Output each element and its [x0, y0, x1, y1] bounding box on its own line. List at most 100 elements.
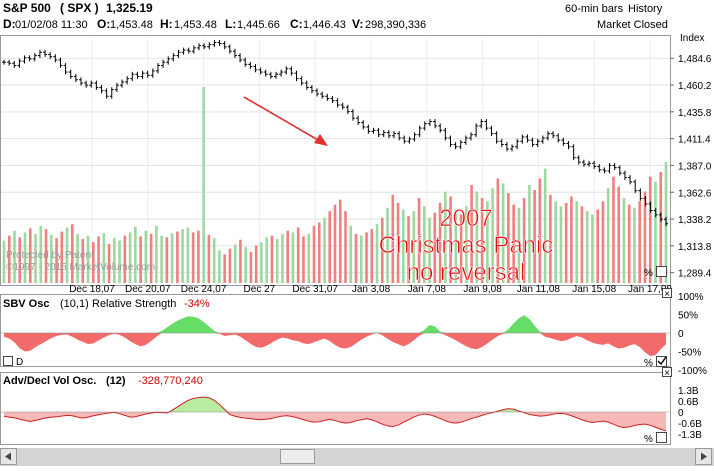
volume-bar	[275, 238, 279, 283]
price-tick-label: 1,411.4	[678, 135, 711, 146]
volume-bar	[181, 229, 184, 283]
price-bar	[607, 163, 612, 174]
symbol-name: S&P 500	[3, 1, 51, 15]
volume-bar	[149, 234, 153, 283]
price-bar	[284, 66, 289, 75]
price-bar	[474, 123, 479, 138]
price-tick-label: 1,362.6	[678, 188, 712, 199]
volume-bar	[92, 242, 95, 283]
price-bar	[417, 125, 422, 138]
advdecl-close-button[interactable]: ×	[662, 367, 672, 380]
sbv-positive-area	[4, 315, 666, 333]
advdecl-panel-frame	[0, 372, 671, 445]
price-tick-label: 1,387.0	[678, 161, 712, 172]
horizontal-scrollbar[interactable]	[0, 448, 714, 466]
volume-bar	[454, 209, 458, 283]
volume-bar	[564, 202, 568, 283]
volume-bar	[317, 222, 321, 283]
volume-bar	[18, 237, 22, 283]
price-bar	[581, 159, 586, 167]
volume-bar	[160, 235, 163, 283]
time-tick-label: Jan 11,08	[517, 284, 561, 295]
price-bar	[499, 138, 504, 147]
price-bar	[238, 53, 243, 63]
volume-bar	[570, 196, 573, 283]
price-tick-label: 1,338.2	[678, 215, 712, 226]
open-value: 1,453.48	[110, 19, 153, 31]
last-price: 1,325.19	[106, 1, 153, 15]
sbv-tick-label: 0	[678, 329, 684, 340]
sbv-percent-checkbox[interactable]	[656, 356, 667, 367]
scrollbar-track[interactable]	[0, 448, 714, 466]
price-bar	[520, 134, 525, 144]
advdecl-percent-checkbox[interactable]	[656, 432, 667, 443]
price-bar	[145, 70, 150, 78]
price-bar	[309, 85, 314, 94]
volume-bar	[428, 217, 431, 283]
volume-bar	[212, 238, 216, 283]
volume-bar	[139, 236, 142, 283]
open-label: O:	[97, 17, 110, 31]
advdecl-title: Adv/Decl Vol Osc.	[3, 375, 96, 387]
volume-bar	[323, 217, 326, 283]
price-bar	[315, 88, 320, 97]
price-bar	[653, 208, 658, 218]
sbv-close-box[interactable]	[662, 288, 672, 298]
volume-bar	[543, 168, 547, 283]
sbv-axis: 100% 50% 0 -50% -100%	[678, 292, 707, 377]
advdecl-close-box[interactable]	[662, 367, 672, 377]
sbv-params: (10,1)	[60, 298, 89, 310]
sbv-d-checkbox[interactable]	[3, 356, 13, 366]
volume-bar	[13, 230, 16, 283]
low-value: 1,445.66	[237, 19, 280, 31]
price-bar	[433, 119, 438, 129]
scrollbar-thumb[interactable]	[280, 449, 315, 464]
price-tick-label: 1,460.2	[678, 81, 712, 92]
price-bar	[299, 76, 304, 86]
volume-bar	[107, 243, 111, 283]
volume-bar	[76, 234, 79, 283]
price-bar	[453, 142, 458, 150]
price-bar	[150, 68, 155, 78]
volume-bar	[49, 234, 53, 283]
sbv-close-button[interactable]: ×	[662, 288, 672, 301]
volume-bar	[155, 225, 158, 283]
price-bar	[84, 80, 89, 88]
price-bar	[587, 160, 592, 167]
bar-interval[interactable]: 60-min bars	[565, 3, 624, 15]
price-bar	[32, 53, 37, 62]
volume-bar	[134, 226, 137, 283]
volume-bar	[596, 209, 599, 283]
volume-bar	[533, 189, 536, 283]
price-bar	[7, 59, 12, 66]
price-bar	[186, 47, 191, 54]
market-status: Market Closed	[597, 19, 668, 31]
close-icon: ×	[664, 368, 670, 379]
close-icon: ×	[664, 289, 670, 300]
history-link[interactable]: History	[628, 3, 663, 15]
price-bar	[658, 212, 663, 222]
volume-bar	[380, 217, 384, 283]
volume-bar	[622, 198, 626, 283]
volume-bar	[470, 185, 473, 283]
volume-bar	[270, 235, 274, 283]
volume-bar	[228, 248, 232, 283]
volume-bar	[97, 236, 100, 283]
price-bar	[540, 135, 545, 144]
price-percent-checkbox[interactable]	[656, 266, 667, 277]
watermark-line-2: ©1997 - 2015 MarketVolume.com	[6, 262, 155, 273]
time-tick-label: Jan 7,08	[408, 284, 447, 295]
price-bar	[53, 54, 58, 63]
volume-bar	[438, 202, 442, 283]
volume-bar	[60, 231, 64, 283]
price-bar	[202, 43, 207, 50]
volume-bar	[307, 234, 311, 283]
advdecl-indicator-value: -328,770,240	[138, 375, 203, 387]
volume-bar	[197, 230, 200, 283]
volume-bar	[354, 234, 358, 283]
volume-bar	[28, 228, 32, 283]
price-bar	[438, 123, 443, 133]
price-percent-button[interactable]: %	[644, 266, 667, 280]
price-bar	[222, 41, 227, 50]
volume-bar	[407, 216, 410, 283]
